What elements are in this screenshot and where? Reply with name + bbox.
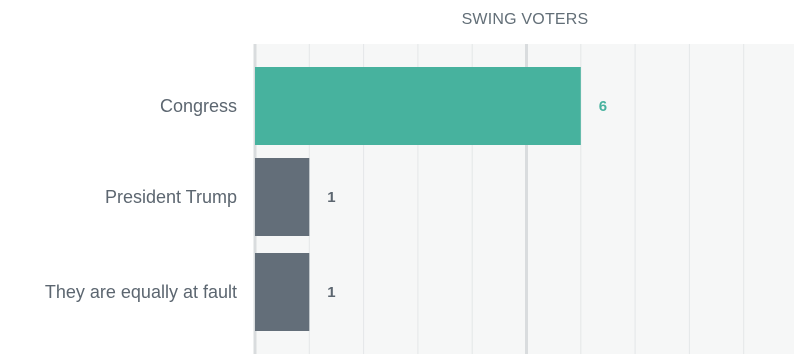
bar (255, 67, 581, 145)
category-label: They are equally at fault (45, 282, 237, 302)
category-labels: Congress President Trump They are equally … (45, 96, 237, 302)
category-label: Congress (160, 96, 237, 116)
value-label: 6 (599, 98, 607, 115)
value-label: 1 (327, 189, 335, 206)
category-label: President Trump (105, 187, 237, 207)
chart-title: SWING VOTERS (462, 11, 589, 28)
value-label: 1 (327, 284, 335, 301)
bar (255, 253, 310, 331)
bars (255, 67, 581, 331)
value-labels: 6 1 1 (327, 98, 607, 301)
bar (255, 158, 310, 236)
